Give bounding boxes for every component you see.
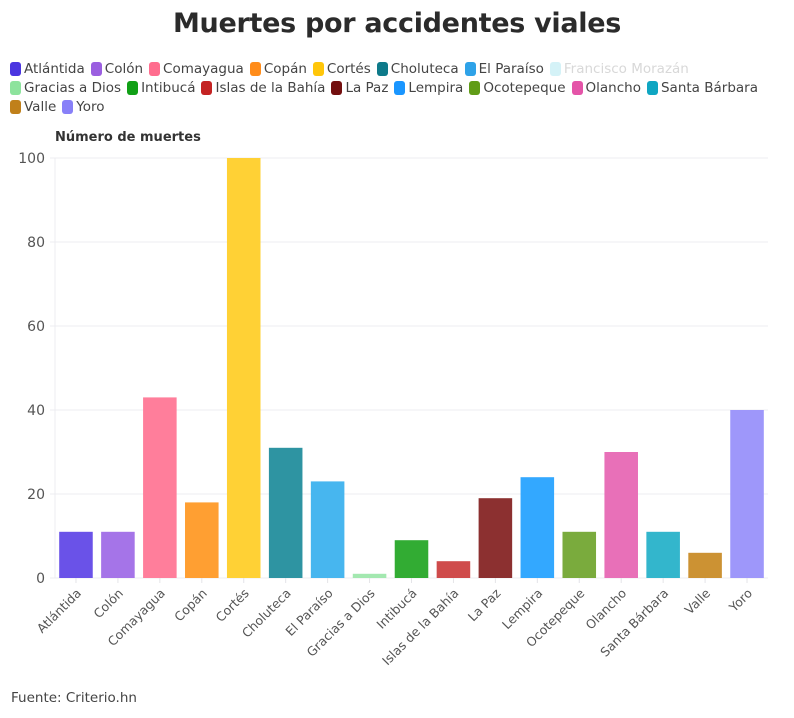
legend-swatch-icon: [376, 61, 388, 76]
legend-swatch-icon: [10, 99, 21, 114]
legend-label: Cortés: [326, 60, 371, 77]
legend-label: Copán: [263, 60, 307, 77]
legend-item[interactable]: Copán: [249, 59, 307, 78]
y-tick-label: 40: [27, 403, 45, 419]
source-note: Fuente: Criterio.hn: [11, 690, 137, 706]
legend-item[interactable]: La Paz: [331, 78, 388, 97]
bar[interactable]: [226, 158, 261, 578]
bar[interactable]: [268, 447, 303, 578]
legend-label: Comayagua: [163, 60, 244, 77]
bar[interactable]: [143, 397, 177, 578]
bar[interactable]: [688, 552, 722, 578]
x-tick-label: Colón: [90, 586, 126, 622]
legend-swatch-icon: [10, 61, 21, 76]
x-tick-label: La Paz: [465, 585, 504, 624]
legend-label: Colón: [104, 60, 144, 77]
legend-swatch-icon: [312, 61, 324, 76]
legend-label: Atlántida: [24, 60, 85, 77]
x-tick-label: Yoro: [725, 586, 755, 616]
legend-swatch-icon: [646, 80, 658, 95]
legend-swatch-icon: [331, 80, 343, 95]
bars: [59, 158, 764, 578]
y-tick-label: 20: [27, 487, 45, 503]
legend-item[interactable]: Choluteca: [376, 59, 459, 78]
legend-label: La Paz: [345, 79, 389, 96]
y-tick-label: 100: [18, 151, 45, 167]
legend-swatch-icon: [127, 80, 139, 95]
legend-label: El Paraíso: [478, 60, 544, 77]
legend-item[interactable]: El Paraíso: [464, 59, 544, 78]
legend-swatch-icon: [90, 61, 102, 76]
x-tick-label: Atlántida: [34, 586, 84, 636]
y-tick-label: 80: [27, 235, 45, 251]
bar[interactable]: [310, 481, 345, 578]
bar[interactable]: [185, 502, 219, 578]
legend-item[interactable]: Santa Bárbara: [646, 78, 758, 97]
y-axis-ticks: 0 20 40 60 80 100: [18, 151, 45, 587]
bar[interactable]: [604, 452, 638, 578]
x-tick-label: Valle: [681, 585, 713, 617]
legend-label: Ocotepeque: [483, 79, 566, 96]
legend-item[interactable]: Olancho: [571, 78, 641, 97]
x-tick-label: Cortés: [213, 586, 252, 625]
legend-item[interactable]: Gracias a Dios: [10, 78, 121, 97]
legend-item[interactable]: Valle: [10, 97, 56, 116]
bar[interactable]: [478, 498, 513, 578]
legend-swatch-icon: [62, 99, 74, 114]
bar[interactable]: [59, 531, 93, 578]
legend-swatch-icon: [201, 80, 213, 95]
legend-label: Valle: [24, 98, 57, 115]
bar[interactable]: [352, 573, 387, 578]
bar[interactable]: [520, 477, 555, 578]
legend-label: Islas de la Bahía: [215, 79, 326, 96]
legend-swatch-icon: [464, 61, 476, 76]
legend-item[interactable]: Lempira: [394, 78, 463, 97]
legend-label: Olancho: [585, 79, 641, 96]
y-tick-label: 60: [27, 319, 45, 335]
bar[interactable]: [646, 531, 680, 578]
legend-swatch-icon: [10, 80, 21, 95]
bar[interactable]: [101, 531, 135, 578]
legend-item[interactable]: Comayagua: [149, 59, 244, 78]
y-tick-label: 0: [36, 571, 45, 587]
legend-label: Gracias a Dios: [24, 79, 122, 96]
legend-item[interactable]: Yoro: [62, 97, 105, 116]
legend-swatch-icon: [149, 61, 161, 76]
legend-label: Francisco Morazán: [563, 60, 689, 77]
bar[interactable]: [562, 531, 597, 578]
legend-label: Choluteca: [390, 60, 459, 77]
x-tick-label: Copán: [171, 586, 210, 625]
legend-swatch-icon: [549, 61, 561, 76]
legend-item[interactable]: Cortés: [312, 59, 371, 78]
legend-label: Lempira: [408, 79, 464, 96]
legend-swatch-icon: [249, 61, 261, 76]
legend-label: Yoro: [76, 98, 105, 115]
legend-item[interactable]: Colón: [90, 59, 144, 78]
bar[interactable]: [730, 410, 764, 578]
legend-swatch-icon: [469, 80, 481, 95]
legend-label: Intibucá: [141, 79, 196, 96]
legend-swatch-icon: [394, 80, 406, 95]
y-axis-label: Número de muertes: [55, 130, 201, 145]
legend-item[interactable]: Francisco Morazán: [549, 59, 689, 78]
legend-item[interactable]: Ocotepeque: [469, 78, 566, 97]
bar[interactable]: [394, 540, 429, 578]
legend-item[interactable]: Intibucá: [127, 78, 195, 97]
legend-item[interactable]: Atlántida: [10, 59, 85, 78]
chart-legend: Atlántida Colón Comayagua Copán Cortés Cholut…: [10, 59, 790, 116]
chart-title: Muertes por accidentes viales: [172, 8, 622, 39]
legend-swatch-icon: [571, 80, 583, 95]
legend-item[interactable]: Islas de la Bahía: [201, 78, 325, 97]
bar[interactable]: [436, 561, 471, 578]
x-tick-label: Islas de la Bahía: [379, 586, 462, 669]
legend-label: Santa Bárbara: [660, 79, 758, 96]
